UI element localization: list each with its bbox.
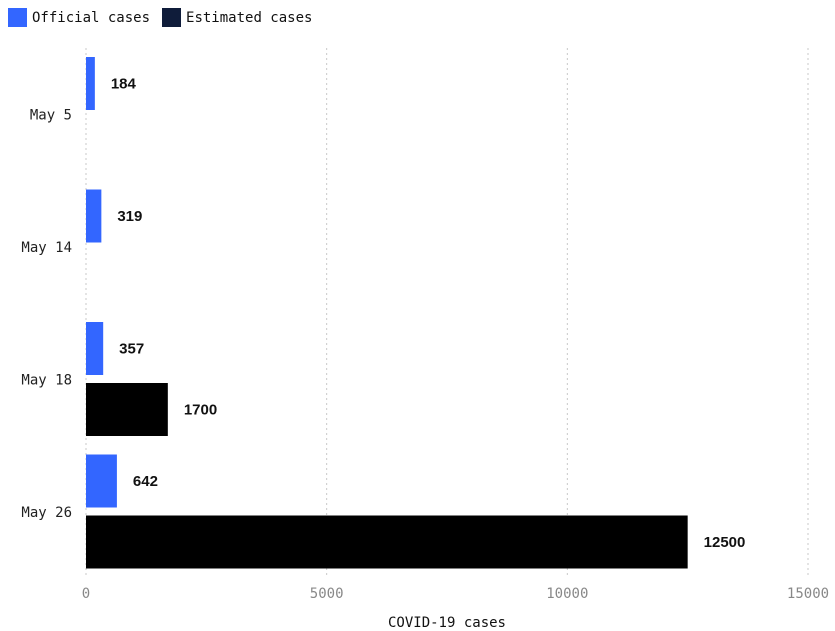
bar <box>86 383 168 436</box>
legend-item-official[interactable]: Official cases <box>8 8 150 27</box>
bar <box>86 515 688 569</box>
legend: Official cases Estimated cases <box>8 8 324 27</box>
data-label: 12500 <box>704 534 746 551</box>
x-axis-label: COVID-19 cases <box>388 615 506 631</box>
x-tick-label: 5000 <box>310 586 344 602</box>
y-category-label: May 18 <box>21 372 72 388</box>
data-label: 357 <box>119 341 144 358</box>
y-category-label: May 14 <box>21 240 72 256</box>
data-label: 1700 <box>184 402 217 419</box>
data-label: 642 <box>133 473 158 490</box>
data-label: 184 <box>111 76 137 93</box>
y-category-label: May 26 <box>21 505 72 521</box>
x-tick-label: 0 <box>82 586 90 602</box>
bar <box>86 189 102 243</box>
bar <box>86 322 104 375</box>
x-tick-label: 15000 <box>787 586 829 602</box>
bar <box>86 454 117 508</box>
legend-swatch-estimated <box>162 8 182 27</box>
data-label: 319 <box>117 208 142 225</box>
x-tick-label: 10000 <box>546 586 588 602</box>
y-category-label: May 5 <box>30 107 72 123</box>
bar <box>86 57 95 110</box>
legend-item-estimated[interactable]: Estimated cases <box>162 8 312 27</box>
legend-swatch-official <box>8 8 27 27</box>
legend-label-official: Official cases <box>32 9 151 26</box>
legend-label-estimated: Estimated cases <box>186 9 313 26</box>
